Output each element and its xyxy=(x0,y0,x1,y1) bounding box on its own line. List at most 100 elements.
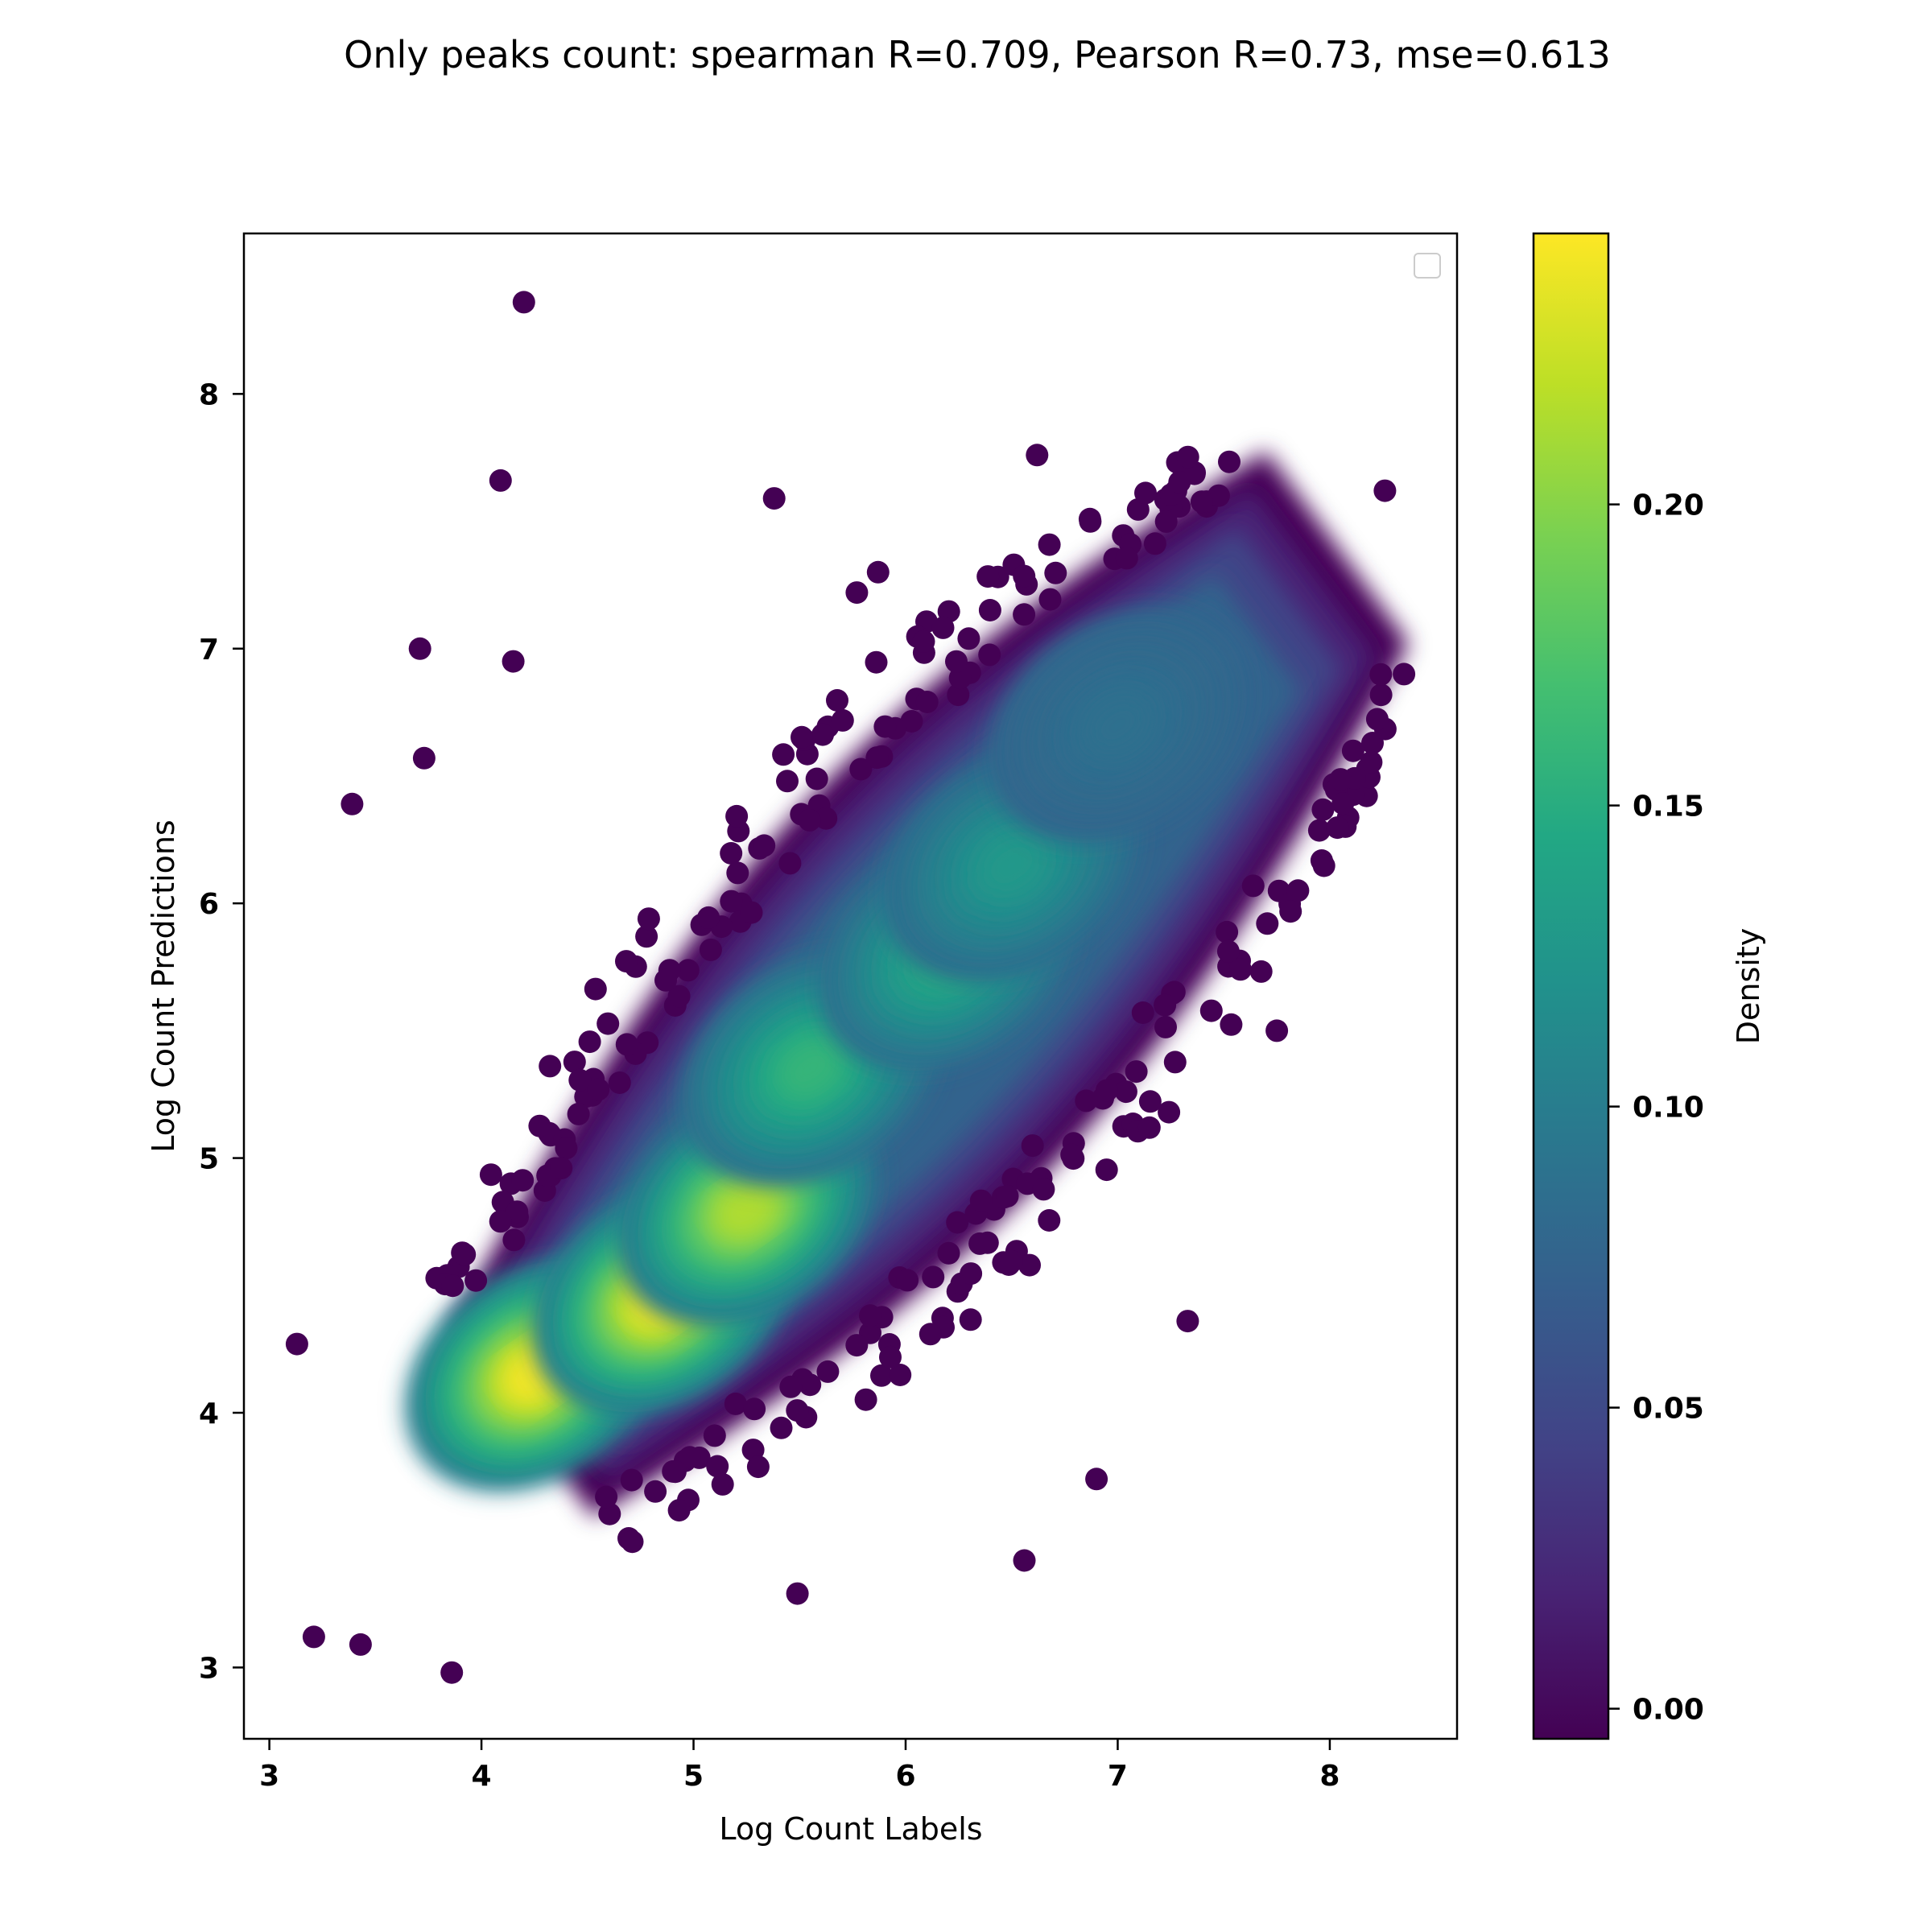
fringe-point xyxy=(584,977,607,1001)
fringe-point xyxy=(772,743,795,766)
fringe-point xyxy=(1311,798,1335,821)
fringe-point xyxy=(1075,1089,1098,1113)
fringe-point xyxy=(502,1228,526,1252)
fringe-point xyxy=(1218,450,1241,473)
fringe-point xyxy=(1241,874,1265,898)
outlier-point-12 xyxy=(1013,1549,1036,1572)
outlier-point-14 xyxy=(440,1661,464,1684)
fringe-point xyxy=(959,1308,982,1331)
colorbar xyxy=(1532,232,1610,1740)
fringe-point xyxy=(479,1163,502,1187)
fringe-point xyxy=(960,1262,983,1286)
fringe-point xyxy=(968,1232,992,1255)
outlier-point-6 xyxy=(1373,479,1397,502)
fringe-point xyxy=(637,907,660,931)
fringe-point xyxy=(1018,1253,1041,1277)
fringe-point xyxy=(919,1323,942,1346)
y-axis-ticks: 3 4 5 6 7 8 xyxy=(199,378,244,1685)
fringe-point xyxy=(1131,1001,1154,1024)
x-tick-label-3: 6 xyxy=(895,1760,915,1793)
fringe-point xyxy=(1038,1209,1061,1232)
fringe-point xyxy=(654,968,677,992)
density-peak-6-ring-6 xyxy=(1084,693,1152,757)
fringe-point xyxy=(720,842,743,865)
outlier-point-8 xyxy=(1286,879,1310,902)
fringe-point xyxy=(1138,1090,1162,1113)
fringe-point xyxy=(740,901,763,924)
fringe-point xyxy=(945,650,968,673)
fringe-point xyxy=(1176,445,1199,469)
fringe-point xyxy=(915,691,939,713)
fringe-point xyxy=(578,1030,601,1054)
fringe-point xyxy=(550,1157,573,1180)
fringe-point xyxy=(1134,481,1157,505)
fringe-point xyxy=(620,1468,643,1492)
fringe-point xyxy=(798,808,821,832)
density-peak-5-ring-6 xyxy=(977,833,1046,897)
fringe-point xyxy=(453,1243,477,1266)
outlier-point-21 xyxy=(866,560,890,584)
fringe-point xyxy=(753,834,776,857)
fringe-point xyxy=(568,1068,592,1092)
fringe-point xyxy=(791,725,813,749)
fringe-point xyxy=(1158,1100,1181,1124)
fringe-point xyxy=(873,715,897,738)
fringe-point xyxy=(1038,533,1061,556)
fringe-point xyxy=(854,1388,877,1411)
fringe-point xyxy=(996,1184,1019,1208)
colorbar-ticks: 0.00 0.05 0.10 0.15 0.20 xyxy=(1608,489,1704,1727)
y-tick-label-4: 7 xyxy=(199,634,219,667)
fringe-point xyxy=(1000,1249,1023,1273)
fringe-point xyxy=(976,565,1000,588)
outlier-point-10 xyxy=(1176,1310,1199,1333)
fringe-point xyxy=(1369,663,1393,686)
fringe-point xyxy=(1079,510,1102,533)
fringe-point xyxy=(699,938,722,961)
outlier-point-2 xyxy=(762,487,786,510)
fringe-point xyxy=(1216,939,1240,963)
fringe-point xyxy=(1326,816,1349,840)
fringe-point xyxy=(1032,1178,1055,1201)
y-tick-label-5: 8 xyxy=(199,378,219,411)
fringe-point xyxy=(667,985,691,1008)
fringe-point xyxy=(1341,739,1364,762)
fringe-point xyxy=(1038,588,1062,611)
fringe-point xyxy=(678,1446,701,1469)
fringe-point xyxy=(865,650,888,674)
fringe-point xyxy=(1044,561,1067,584)
fringe-point xyxy=(937,1241,960,1265)
fringe-point xyxy=(1115,547,1138,570)
fringe-point xyxy=(539,1055,562,1078)
plot-frame xyxy=(242,232,1459,1740)
fringe-point xyxy=(555,1137,578,1160)
density-scatter xyxy=(405,445,1410,1554)
fringe-point xyxy=(725,804,749,828)
fringe-point xyxy=(621,1530,644,1554)
fringe-point xyxy=(598,1502,621,1525)
fringe-point xyxy=(831,708,854,732)
fringe-point xyxy=(1199,999,1223,1022)
colorbar-tick-label-1: 0.05 xyxy=(1633,1393,1704,1426)
fringe-point xyxy=(1154,510,1178,533)
fringe-point xyxy=(644,1480,667,1503)
fringe-point xyxy=(815,807,838,830)
fringe-point xyxy=(720,890,743,913)
fringe-point xyxy=(1143,532,1166,555)
fringe-point xyxy=(724,1392,747,1415)
fringe-point xyxy=(615,1033,638,1056)
fringe-point xyxy=(464,1269,488,1292)
fringe-point xyxy=(922,1265,945,1289)
fringe-point xyxy=(567,1102,590,1125)
fringe-point xyxy=(1013,603,1036,626)
fringe-point xyxy=(770,1416,793,1439)
fringe-point xyxy=(779,1375,803,1398)
outlier-point-15 xyxy=(302,1625,325,1649)
fringe-point xyxy=(1190,490,1213,514)
x-tick-label-4: 7 xyxy=(1108,1760,1128,1793)
fringe-point xyxy=(931,616,955,639)
fringe-point xyxy=(697,906,720,929)
fringe-point xyxy=(870,1364,893,1387)
fringe-point xyxy=(1256,912,1279,935)
